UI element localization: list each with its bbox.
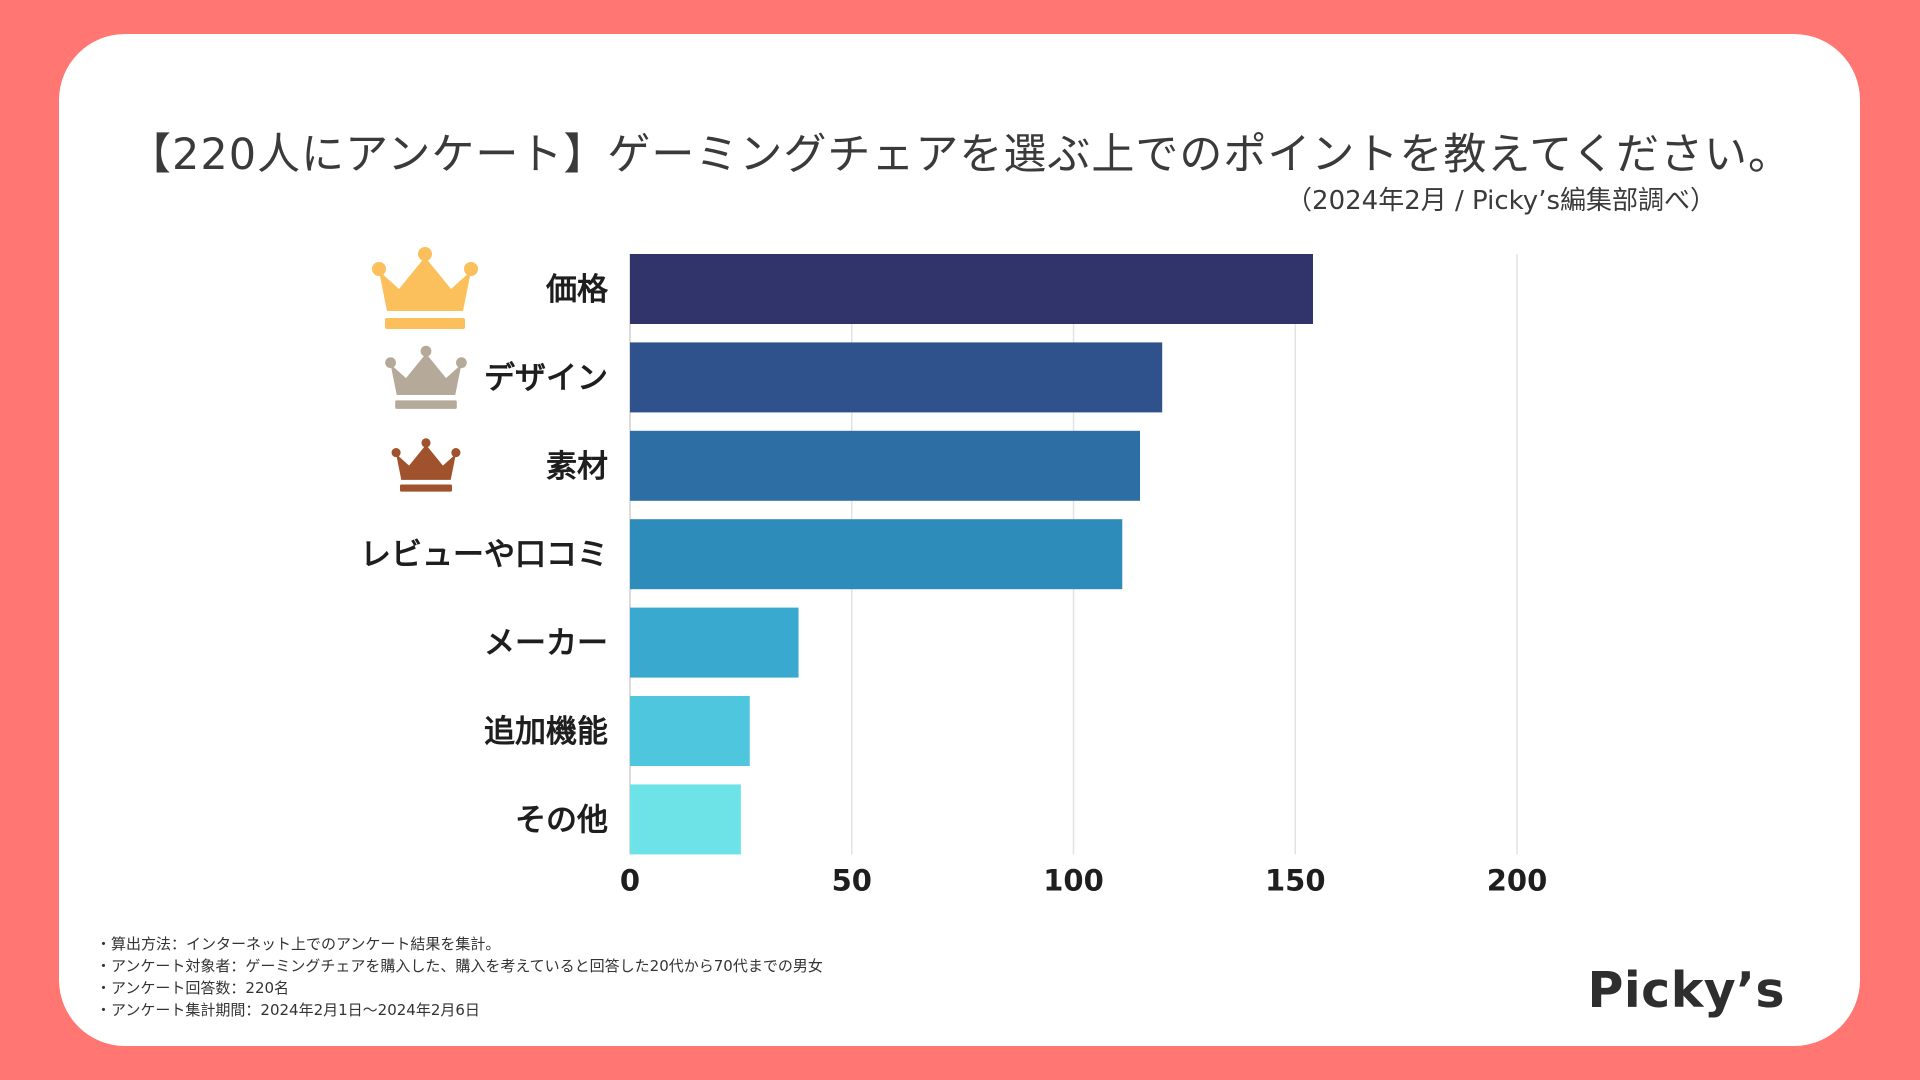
bar	[630, 519, 1123, 590]
gold-crown-icon	[372, 247, 478, 329]
chart-title: 【220人にアンケート】ゲーミングチェアを選ぶ上でのポイントを教えてください。	[128, 130, 1792, 180]
bronze-crown-icon	[391, 438, 461, 492]
category-label: デザイン	[484, 360, 608, 396]
x-tick-label: 0	[620, 863, 640, 897]
x-tick-label: 150	[1265, 863, 1326, 897]
bar	[630, 784, 741, 855]
rank-icons	[372, 247, 478, 492]
category-label: 素材	[546, 449, 608, 485]
x-axis-ticks: 0 50 100 150 200	[620, 863, 1547, 897]
category-label: 追加機能	[484, 714, 608, 750]
category-label: 価格	[545, 272, 609, 308]
footnotes: ・算出方法：インターネット上でのアンケート結果を集計。 ・アンケート対象者：ゲー…	[96, 933, 823, 1021]
bar	[630, 696, 750, 766]
category-label: メーカー	[484, 626, 608, 662]
footnote-target: ・アンケート対象者：ゲーミングチェアを購入した、購入を考えていると回答した20代…	[96, 957, 823, 975]
brand-logo: Picky’s	[1587, 962, 1785, 1019]
bar	[630, 342, 1163, 413]
bar	[630, 430, 1141, 501]
bars	[630, 254, 1313, 855]
footnote-period: ・アンケート集計期間：2024年2月1日〜2024年2月6日	[96, 1001, 480, 1019]
chart-subtitle: （2024年2月 / Picky’s編集部調べ）	[1286, 186, 1716, 216]
category-label: レビューや口コミ	[360, 537, 608, 573]
x-tick-label: 200	[1487, 863, 1548, 897]
bar	[630, 607, 799, 678]
x-tick-label: 100	[1043, 863, 1104, 897]
category-label: その他	[515, 802, 608, 838]
silver-crown-icon	[385, 345, 467, 409]
bar	[630, 254, 1313, 324]
footnote-respondents: ・アンケート回答数：220名	[96, 979, 290, 997]
x-tick-label: 50	[832, 863, 872, 897]
footnote-method: ・算出方法：インターネット上でのアンケート結果を集計。	[96, 935, 501, 953]
